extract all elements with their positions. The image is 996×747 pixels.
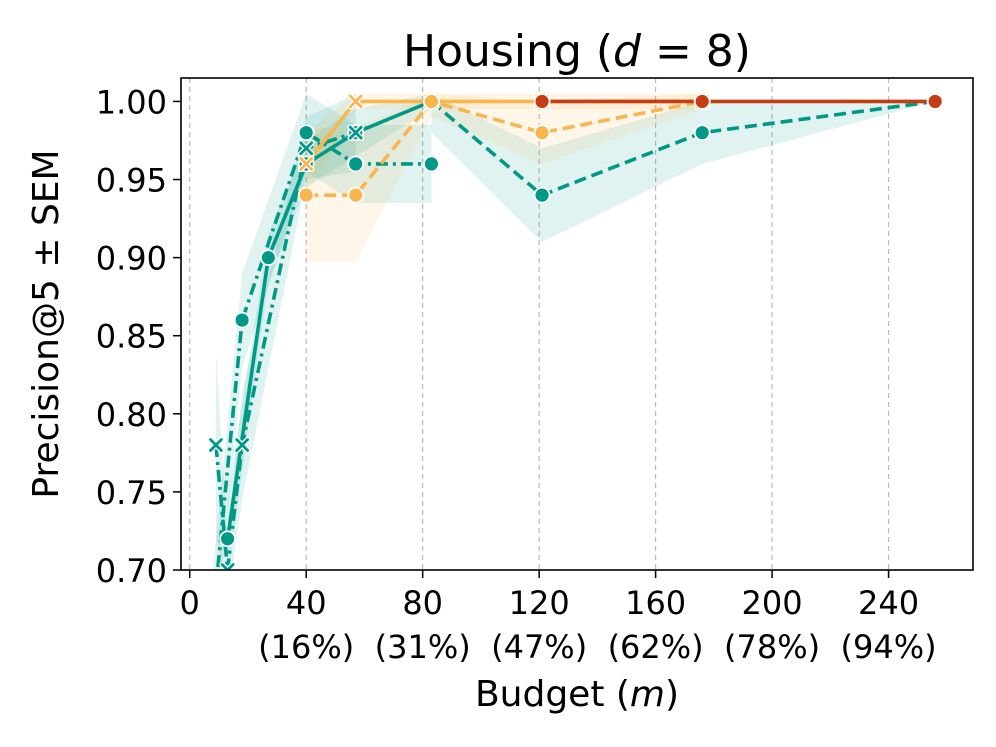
- x-tick-label: 160: [625, 584, 686, 622]
- teal-dashdot-circle-line: [215, 130, 432, 570]
- teal-dashdot-x-point: [207, 436, 225, 454]
- y-tick-label: 0.75: [96, 474, 167, 512]
- teal-solid-circle-point: [219, 530, 236, 548]
- x-tick-sublabel: (31%): [375, 628, 471, 666]
- x-marker-stroke: [299, 141, 314, 156]
- x-tick-label: 120: [509, 584, 570, 622]
- orange-dashed-circle-point: [533, 124, 551, 142]
- x-tick-sublabel: (94%): [841, 628, 937, 666]
- teal-dashdot-circle-point: [206, 609, 221, 624]
- y-axis-label: Precision@5 ± SEM: [26, 149, 67, 498]
- x-tick-label: 40: [286, 584, 327, 622]
- y-tick-label: 1.00: [96, 83, 167, 121]
- teal-dashed-circle-line: [430, 99, 936, 197]
- teal-dashdot-x-point: [233, 436, 251, 454]
- teal-dashdot-circle-point: [297, 124, 315, 142]
- orange-dashed-circle-point: [297, 186, 315, 204]
- x-axis-label: Budget (m): [475, 674, 679, 715]
- y-tick-label: 0.95: [96, 162, 167, 200]
- x-tick-sublabel: (47%): [491, 628, 587, 666]
- x-marker-stroke: [348, 125, 363, 140]
- x-tick-sublabel: (78%): [724, 628, 820, 666]
- teal-dashdot-circle-point: [423, 155, 440, 173]
- x-marker-stroke: [209, 438, 223, 452]
- teal-dashed-circle-band: [431, 93, 936, 242]
- red-solid-circle-point: [926, 93, 944, 110]
- x-tick-label: 0: [180, 584, 200, 622]
- teal-dashed-circle-point: [533, 186, 551, 204]
- orange-dashed-circle-point: [423, 93, 440, 110]
- plot-frame: [180, 77, 974, 571]
- y-axis-ticks: 0.70 0.75 0.80 0.85 0.90 0.95 1.00: [96, 83, 181, 590]
- teal-dashdot-circle-point: [347, 155, 365, 173]
- x-tick-label: 200: [742, 584, 803, 622]
- teal-dashdot-x-point: [347, 124, 364, 141]
- x-tick-sublabel: (16%): [258, 628, 354, 666]
- teal-dashdot-x-point: [297, 140, 315, 157]
- x-marker-stroke: [220, 563, 230, 570]
- teal-solid-circle-point: [259, 249, 277, 267]
- x-marker-stroke: [225, 563, 235, 570]
- series-markers: [206, 93, 944, 624]
- teal-dashdot-circle-point: [233, 311, 251, 329]
- teal-dashdot-circle-band: [213, 93, 432, 570]
- orange-solid-x-band: [306, 93, 703, 196]
- y-tick-label: 0.70: [96, 552, 167, 590]
- x-tick-sublabel: (62%): [608, 628, 704, 666]
- chart-title: Housing (d = 8): [403, 26, 751, 77]
- x-tick-label: 80: [402, 584, 443, 622]
- orange-solid-x-point: [297, 155, 315, 173]
- x-axis-ticks: 0 40 (16%) 80 (31%) 120 (47%) 160 (62%) 200 (78%) 2…: [180, 570, 937, 666]
- x-marker-stroke: [299, 157, 314, 171]
- red-solid-circle-point: [693, 93, 711, 110]
- orange-dashed-circle-point: [347, 186, 365, 204]
- sem-bands: [213, 93, 936, 570]
- y-tick-label: 0.90: [96, 240, 167, 278]
- x-tick-label: 240: [858, 584, 919, 622]
- x-marker-stroke: [235, 438, 250, 452]
- teal-dashdot-x-point: [219, 561, 236, 570]
- teal-dashdot-x-band: [215, 93, 356, 570]
- x-marker-stroke: [348, 94, 363, 109]
- teal-dashed-circle-point: [693, 124, 711, 142]
- orange-solid-x-point: [347, 93, 364, 110]
- red-solid-circle-point: [533, 93, 551, 110]
- y-tick-label: 0.85: [96, 318, 167, 356]
- y-tick-label: 0.80: [96, 396, 167, 434]
